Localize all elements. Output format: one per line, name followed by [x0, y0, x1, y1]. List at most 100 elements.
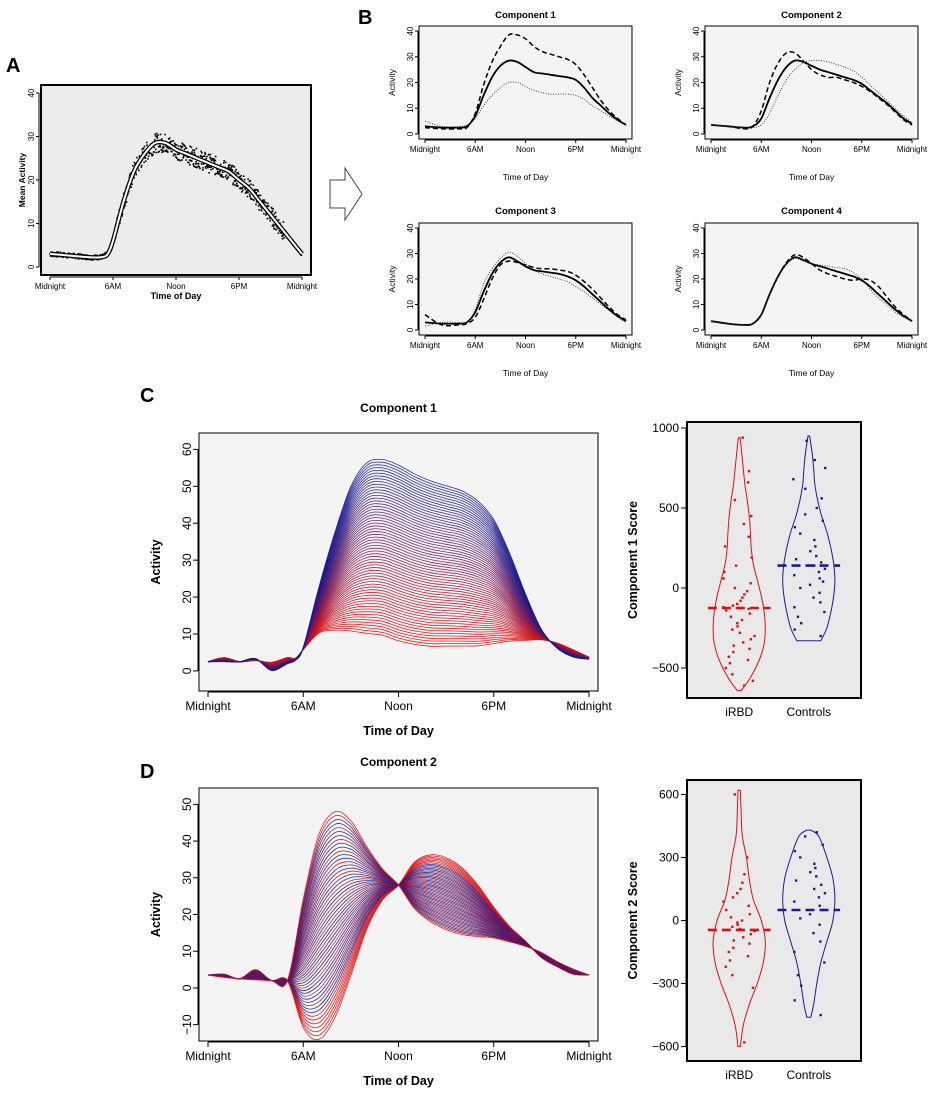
- data-point: [161, 138, 163, 140]
- data-point: [181, 159, 183, 161]
- data-point: [242, 186, 244, 188]
- x-tick-label: Noon: [166, 282, 185, 291]
- data-point: [66, 256, 69, 259]
- data-point: [197, 165, 200, 167]
- data-point: [197, 162, 200, 165]
- data-point: [214, 173, 216, 176]
- x-tick-label: Noon: [384, 699, 413, 713]
- y-tick-label: 0: [27, 264, 36, 269]
- data-point: [253, 199, 255, 201]
- score-point: [739, 887, 742, 891]
- data-point: [121, 213, 124, 215]
- score-point: [732, 650, 735, 654]
- plot-area: [418, 25, 633, 140]
- panel-label-c: C: [140, 385, 154, 407]
- score-point: [740, 618, 744, 622]
- panel-label-d: D: [140, 761, 154, 783]
- score-point: [799, 856, 802, 859]
- data-point: [201, 152, 203, 154]
- y-tick-label: 0: [180, 984, 194, 991]
- score-point: [823, 961, 826, 964]
- data-point: [94, 254, 96, 256]
- data-point: [179, 159, 182, 162]
- data-point: [231, 164, 234, 167]
- data-point: [138, 169, 140, 172]
- score-point: [740, 919, 744, 922]
- data-point: [169, 147, 172, 150]
- data-point: [169, 140, 172, 143]
- x-category-label: Controls: [786, 1068, 831, 1082]
- y-tick-label: 50: [180, 797, 194, 811]
- data-point: [234, 180, 237, 183]
- data-point: [207, 153, 210, 156]
- score-point: [728, 662, 732, 665]
- data-point: [273, 228, 276, 230]
- data-point: [158, 150, 161, 153]
- data-point: [174, 154, 177, 156]
- score-point: [729, 916, 733, 919]
- score-point: [818, 577, 821, 580]
- x-tick-label: Midnight: [410, 145, 441, 154]
- x-tick-label: Noon: [516, 145, 535, 154]
- data-point: [260, 206, 262, 208]
- x-axis: Midnight 6AM Noon 6PM Midnight: [410, 335, 642, 350]
- y-tick-label: 10: [180, 627, 194, 641]
- x-tick-label: Noon: [516, 341, 535, 350]
- y-tick-label: 20: [406, 78, 415, 87]
- data-point: [218, 172, 220, 175]
- x-axis-label: Time of Day: [503, 172, 549, 182]
- data-point: [181, 145, 184, 148]
- score-point: [731, 604, 735, 607]
- score-point: [796, 973, 800, 977]
- score-point: [747, 470, 751, 473]
- y-tick-label: 10: [406, 103, 415, 112]
- data-point: [194, 166, 197, 168]
- data-point: [55, 256, 58, 258]
- data-point: [283, 237, 285, 239]
- score-point: [733, 586, 737, 590]
- data-point: [266, 217, 269, 220]
- series-line-solid: [710, 59, 913, 129]
- data-point: [222, 176, 225, 178]
- data-point: [219, 174, 222, 177]
- data-point: [257, 190, 260, 193]
- data-point: [161, 151, 163, 154]
- data-point: [165, 149, 168, 152]
- chart-title: Component 1: [495, 10, 556, 21]
- data-point: [248, 193, 251, 196]
- data-point: [205, 157, 208, 160]
- data-point: [204, 166, 207, 168]
- data-point: [205, 167, 207, 169]
- data-point: [182, 143, 184, 145]
- data-point: [237, 171, 239, 174]
- data-point: [124, 204, 127, 207]
- data-point: [207, 165, 209, 168]
- data-point: [166, 146, 169, 149]
- x-axis: Midnight 6AM Noon 6PM Midnight: [696, 335, 928, 350]
- component-curve: [207, 810, 590, 987]
- panel-d-lines-chart: Midnight 6AM Noon 6PM Midnight −10 0 10 20 30 40 50…: [149, 755, 612, 1088]
- data-point: [254, 189, 257, 192]
- data-point: [230, 164, 232, 167]
- x-category-label: iRBD: [725, 1068, 753, 1082]
- series-line-dashed: [424, 33, 627, 130]
- data-point: [277, 227, 279, 230]
- data-point: [271, 210, 274, 212]
- data-point: [227, 176, 230, 178]
- score-point: [731, 628, 734, 631]
- y-tick-label: −300: [652, 977, 679, 991]
- data-point: [162, 145, 164, 148]
- data-point: [270, 206, 273, 209]
- y-tick-label: 30: [27, 132, 36, 141]
- score-point: [739, 599, 742, 602]
- y-tick-label: 30: [180, 871, 194, 885]
- data-point: [144, 160, 147, 162]
- y-axis-label: Component 1 Score: [626, 501, 640, 619]
- score-point: [733, 793, 737, 796]
- score-point: [722, 900, 725, 903]
- data-point: [225, 174, 228, 177]
- y-tick-label: 20: [180, 908, 194, 922]
- score-point: [824, 466, 827, 470]
- data-point: [204, 151, 206, 154]
- x-tick-label: Midnight: [696, 341, 727, 350]
